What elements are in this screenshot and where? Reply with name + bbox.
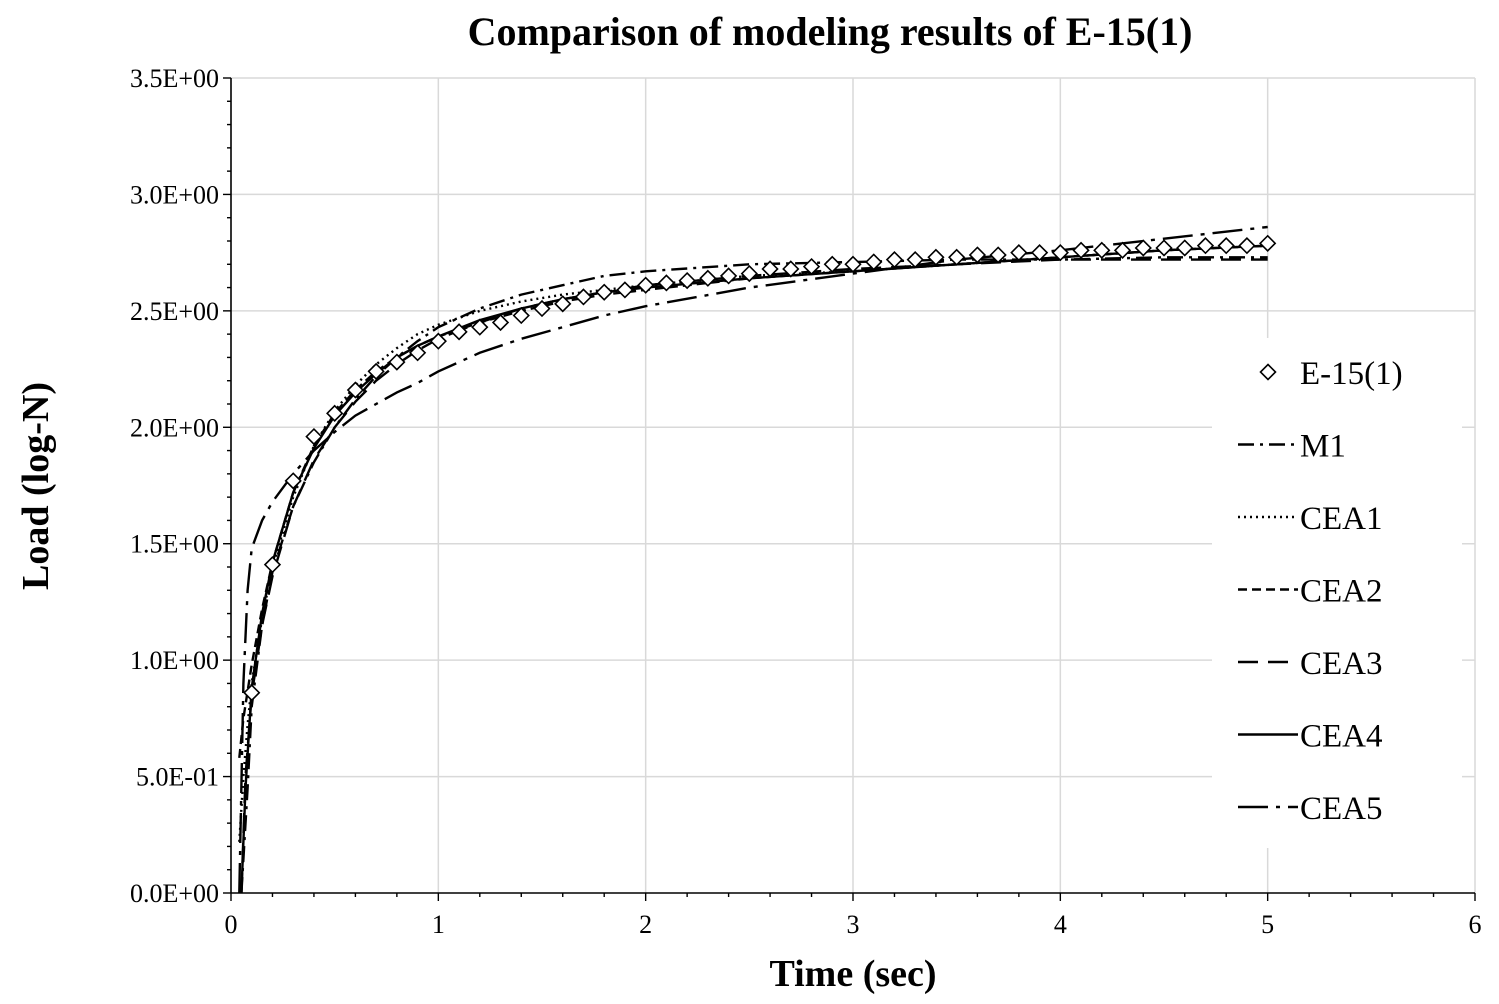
legend-item-e-15-1-: E-15(1) xyxy=(1259,356,1403,392)
data-point-e-15-1- xyxy=(595,283,613,301)
data-point-e-15-1- xyxy=(491,313,510,332)
data-point-e-15-1- xyxy=(1010,244,1028,262)
y-tick-label-0: 0.0E+00 xyxy=(130,879,219,908)
x-tick-label-1: 1 xyxy=(432,910,445,939)
x-axis-label: Time (sec) xyxy=(769,953,936,995)
legend-label-cea4: CEA4 xyxy=(1300,719,1383,755)
data-point-e-15-1- xyxy=(823,255,841,273)
data-point-e-15-1- xyxy=(678,271,696,290)
data-point-e-15-1- xyxy=(1259,234,1277,252)
legend-item-m1: M1 xyxy=(1238,429,1346,465)
y-tick-label-6: 3.0E+00 xyxy=(130,180,219,209)
data-point-e-15-1- xyxy=(1134,239,1152,257)
data-point-e-15-1- xyxy=(574,288,593,306)
data-point-e-15-1- xyxy=(844,255,862,273)
series-line-cea2 xyxy=(238,244,1268,759)
data-point-e-15-1- xyxy=(927,248,945,266)
data-point-e-15-1- xyxy=(719,267,738,285)
data-point-e-15-1- xyxy=(1030,244,1049,262)
data-point-e-15-1- xyxy=(243,684,261,702)
legend: E-15(1) M1 CEA1 CEA2 CEA3 CEA4 CEA5 xyxy=(1238,356,1403,827)
data-point-e-15-1- xyxy=(471,318,489,336)
data-point-e-15-1- xyxy=(616,281,634,299)
legend-item-cea4: CEA4 xyxy=(1238,719,1383,755)
series-layer xyxy=(238,225,1277,894)
legend-item-cea5: CEA5 xyxy=(1238,791,1383,827)
data-point-e-15-1- xyxy=(326,404,344,422)
data-point-e-15-1- xyxy=(1093,241,1111,259)
series-line-cea3 xyxy=(240,258,1268,894)
data-point-e-15-1- xyxy=(346,381,365,399)
series-e-15-1- xyxy=(243,234,1277,702)
y-tick-label-3: 1.5E+00 xyxy=(130,530,219,559)
data-point-e-15-1- xyxy=(388,353,406,371)
data-point-e-15-1- xyxy=(305,427,323,446)
data-point-e-15-1- xyxy=(284,472,302,490)
legend-label-m1: M1 xyxy=(1300,429,1346,465)
data-point-e-15-1- xyxy=(533,299,551,318)
data-point-e-15-1- xyxy=(802,257,821,276)
y-tick-label-2: 1.0E+00 xyxy=(130,646,219,675)
x-tick-label-2: 2 xyxy=(639,910,652,939)
legend-label-cea5: CEA5 xyxy=(1300,791,1383,827)
legend-item-cea2: CEA2 xyxy=(1238,574,1383,610)
data-point-e-15-1- xyxy=(429,332,447,350)
data-point-e-15-1- xyxy=(761,260,779,278)
data-point-e-15-1- xyxy=(367,362,385,381)
legend-label-cea2: CEA2 xyxy=(1300,574,1383,610)
data-point-e-15-1- xyxy=(450,323,468,341)
legend-label-cea1: CEA1 xyxy=(1300,501,1383,537)
data-point-e-15-1- xyxy=(657,274,676,292)
data-point-e-15-1- xyxy=(1072,241,1090,259)
data-point-e-15-1- xyxy=(906,250,924,269)
y-tick-label-7: 3.5E+00 xyxy=(130,64,219,93)
data-point-e-15-1- xyxy=(1155,239,1173,257)
series-line-m1 xyxy=(240,256,1268,894)
x-tick-label-0: 0 xyxy=(225,910,238,939)
y-tick-label-1: 5.0E-01 xyxy=(136,763,219,792)
legend-item-cea3: CEA3 xyxy=(1238,646,1383,682)
series-line-cea5 xyxy=(238,225,1268,894)
x-tick-label-3: 3 xyxy=(847,910,860,939)
y-axis-label: Load (log-N) xyxy=(15,382,57,590)
data-point-e-15-1- xyxy=(554,295,572,313)
y-tick-label-4: 2.0E+00 xyxy=(130,413,219,442)
data-point-e-15-1- xyxy=(408,344,427,362)
data-point-e-15-1- xyxy=(1176,239,1194,257)
legend-label-e-15-1-: E-15(1) xyxy=(1300,356,1403,392)
data-point-e-15-1- xyxy=(968,246,987,264)
data-point-e-15-1- xyxy=(989,246,1007,264)
x-tick-label-6: 6 xyxy=(1469,910,1482,939)
data-point-e-15-1- xyxy=(512,306,530,325)
legend-background xyxy=(1212,338,1462,848)
data-point-e-15-1- xyxy=(1217,237,1235,255)
data-point-e-15-1- xyxy=(865,253,883,271)
x-tick-label-5: 5 xyxy=(1261,910,1274,939)
data-point-e-15-1- xyxy=(1051,244,1069,262)
data-point-e-15-1- xyxy=(1113,241,1132,259)
legend-marker-e-15-1- xyxy=(1259,363,1277,381)
data-point-e-15-1- xyxy=(948,248,966,266)
data-point-e-15-1- xyxy=(740,264,758,283)
y-tick-label-5: 2.5E+00 xyxy=(130,297,219,326)
data-point-e-15-1- xyxy=(1196,237,1215,255)
data-point-e-15-1- xyxy=(885,250,904,269)
legend-item-cea1: CEA1 xyxy=(1238,501,1383,537)
axis-layer: 0.0E+00 5.0E-01 1.0E+00 1.5E+00 2.0E+00 2.5E+… xyxy=(130,64,1482,939)
data-point-e-15-1- xyxy=(637,276,655,294)
chart-title: Comparison of modeling results of E-15(1… xyxy=(468,9,1193,54)
data-point-e-15-1- xyxy=(699,269,717,287)
series-line-cea4 xyxy=(240,244,1268,894)
data-point-e-15-1- xyxy=(1238,237,1256,255)
legend-label-cea3: CEA3 xyxy=(1300,646,1383,682)
data-point-e-15-1- xyxy=(782,260,800,278)
x-tick-label-4: 4 xyxy=(1054,910,1067,939)
data-point-e-15-1- xyxy=(263,556,282,574)
